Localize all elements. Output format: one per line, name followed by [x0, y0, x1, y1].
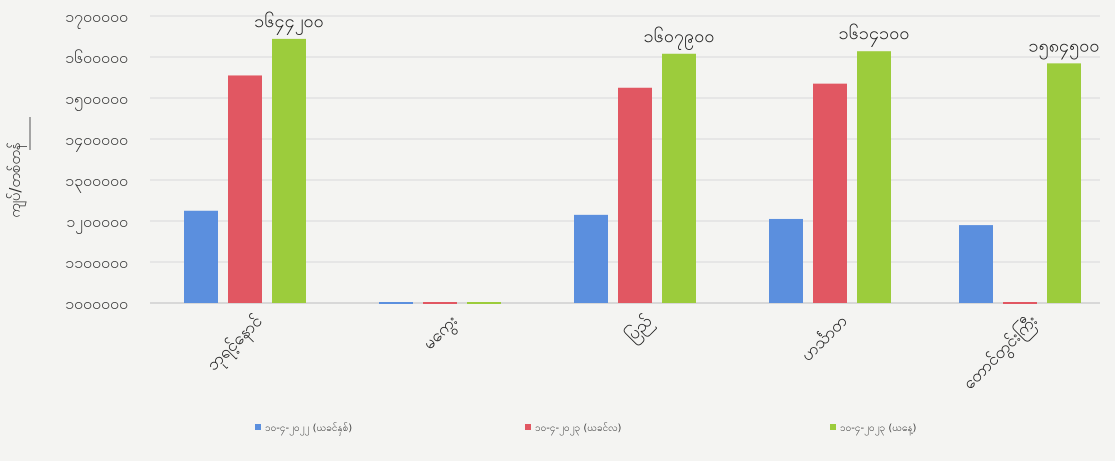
- legend-label: ၁၀-၄-၂၀၂၂ (ယခင်နှစ်): [265, 421, 352, 436]
- x-tick-label: ဘုရင့်နောင်: [203, 311, 269, 377]
- y-tick-label: ၁၅၀၀၀၀၀: [65, 89, 128, 111]
- x-axis-labels: ဘုရင့်နောင် မကွေး ပြည် ဟင်္သာတ တောင်တွင်းကြီ…: [203, 310, 1044, 396]
- bar: [813, 83, 847, 304]
- bar: [618, 87, 652, 303]
- bar: [423, 302, 457, 304]
- x-tick-label: ဟင်္သာတ: [797, 311, 851, 365]
- bar: [228, 75, 262, 303]
- x-tick-label: မကွေး: [419, 311, 463, 355]
- bar: [769, 218, 803, 303]
- legend-label: ၁၀-၄-၂၀၂၃ (ယခင်လ): [535, 421, 622, 436]
- y-axis-ticks: ၁၀၀၀၀၀၀ ၁၁၀၀၀၀၀ ၁၂၀၀၀၀၀ ၁၃၀၀၀၀၀ ၁၄၀၀၀၀၀ ၁၅၀၀၀…: [65, 7, 128, 313]
- bar: [574, 214, 608, 303]
- bar: [467, 302, 501, 304]
- x-tick-label: တောင်တွင်းကြီး: [958, 310, 1044, 396]
- data-label: ၁၅၈၄၅၀၀: [1028, 35, 1099, 59]
- y-tick-label: ၁၁၀၀၀၀၀: [65, 253, 128, 272]
- data-label: ၁၆၄၄၂၀၀: [254, 11, 324, 35]
- bar: [1003, 302, 1037, 304]
- y-axis-title-group: ကျပ်/တစ်တန်: [6, 117, 31, 218]
- y-tick-label: ၁၀၀၀၀၀၀: [65, 294, 128, 313]
- legend-swatch: [255, 424, 261, 430]
- bar: [662, 53, 696, 303]
- legend-swatch: [830, 424, 836, 430]
- legend-item: ၁၀-၄-၂၀၂၃ (ယနေ့): [830, 423, 917, 436]
- bars: [184, 38, 1081, 304]
- y-tick-label: ၁၄၀၀၀၀၀: [65, 130, 128, 152]
- bar: [959, 225, 993, 303]
- legend-label: ၁၀-၄-၂၀၂၃ (ယနေ့): [840, 423, 917, 436]
- y-tick-label: ၁၂၀၀၀၀၀: [66, 212, 128, 234]
- legend-swatch: [525, 424, 531, 430]
- bar: [272, 38, 306, 304]
- legend: ၁၀-၄-၂၀၂၂ (ယခင်နှစ်) ၁၀-၄-၂၀၂၃ (ယခင်လ) ၁၀-…: [255, 421, 917, 436]
- y-tick-label: ၁၃၀၀၀၀၀: [65, 171, 128, 193]
- y-axis-title: ကျပ်/တစ်တန်: [6, 142, 27, 218]
- y-tick-label: ၁၆၀၀၀၀၀: [65, 48, 128, 67]
- bar: [379, 302, 413, 304]
- bar: [1047, 63, 1081, 304]
- bar: [184, 210, 218, 303]
- y-tick-label: ၁၇၀၀၀၀၀: [65, 7, 128, 29]
- data-label: ၁၆၁၄၁၀၀: [839, 23, 910, 47]
- legend-item: ၁၀-၄-၂၀၂၃ (ယခင်လ): [525, 421, 622, 436]
- bar: [857, 51, 891, 304]
- data-label: ၁၆၀၇၉၀၀: [644, 26, 715, 50]
- legend-item: ၁၀-၄-၂၀၂၂ (ယခင်နှစ်): [255, 421, 352, 436]
- x-tick-label: ပြည်: [620, 310, 658, 348]
